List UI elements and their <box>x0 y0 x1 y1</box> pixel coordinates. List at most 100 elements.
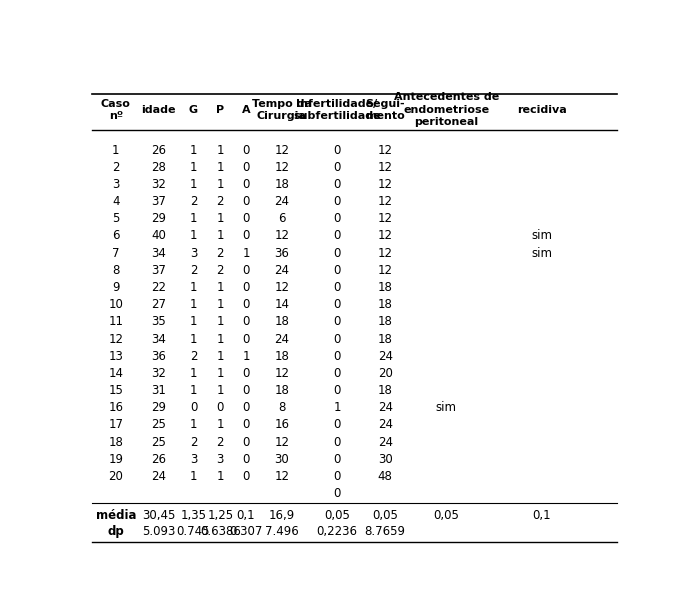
Text: 13: 13 <box>108 349 123 363</box>
Text: 18: 18 <box>378 315 392 328</box>
Text: 1: 1 <box>243 247 249 260</box>
Text: 12: 12 <box>274 470 290 483</box>
Text: 34: 34 <box>151 332 166 345</box>
Text: 2: 2 <box>216 436 224 448</box>
Text: 1: 1 <box>216 161 224 174</box>
Text: 32: 32 <box>151 178 166 191</box>
Text: 0: 0 <box>333 349 341 363</box>
Text: 36: 36 <box>274 247 290 260</box>
Text: 0: 0 <box>333 264 341 277</box>
Text: 18: 18 <box>378 332 392 345</box>
Text: 24: 24 <box>378 436 392 448</box>
Text: 16,9: 16,9 <box>269 510 295 522</box>
Text: 0: 0 <box>333 281 341 294</box>
Text: 3: 3 <box>190 247 197 260</box>
Text: 14: 14 <box>108 367 123 380</box>
Text: 28: 28 <box>151 161 166 174</box>
Text: 24: 24 <box>378 401 392 414</box>
Text: 1,25: 1,25 <box>207 510 234 522</box>
Text: 26: 26 <box>151 144 166 156</box>
Text: 0: 0 <box>333 298 341 311</box>
Text: 16: 16 <box>108 401 123 414</box>
Text: 1: 1 <box>190 419 197 431</box>
Text: 15: 15 <box>108 384 123 397</box>
Text: 1: 1 <box>216 349 224 363</box>
Text: 1: 1 <box>190 298 197 311</box>
Text: 24: 24 <box>151 470 166 483</box>
Text: 0: 0 <box>243 298 249 311</box>
Text: recidiva: recidiva <box>517 104 567 115</box>
Text: 0,1: 0,1 <box>532 510 551 522</box>
Text: 18: 18 <box>108 436 123 448</box>
Text: 12: 12 <box>274 436 290 448</box>
Text: 0: 0 <box>333 367 341 380</box>
Text: Antecedentes de
endometriose
peritoneal: Antecedentes de endometriose peritoneal <box>394 92 499 127</box>
Text: 8.7659: 8.7659 <box>365 525 406 538</box>
Text: 0: 0 <box>333 315 341 328</box>
Text: 0: 0 <box>243 195 249 208</box>
Text: 29: 29 <box>151 401 166 414</box>
Text: 18: 18 <box>378 384 392 397</box>
Text: 24: 24 <box>274 264 290 277</box>
Text: 24: 24 <box>378 349 392 363</box>
Text: 1: 1 <box>190 384 197 397</box>
Text: 4: 4 <box>112 195 120 208</box>
Text: 1: 1 <box>216 419 224 431</box>
Text: 0: 0 <box>333 436 341 448</box>
Text: 1: 1 <box>216 281 224 294</box>
Text: 2: 2 <box>112 161 120 174</box>
Text: 1: 1 <box>216 144 224 156</box>
Text: 0: 0 <box>190 401 197 414</box>
Text: 0,05: 0,05 <box>372 510 398 522</box>
Text: 0: 0 <box>243 332 249 345</box>
Text: 31: 31 <box>151 384 166 397</box>
Text: 0: 0 <box>243 436 249 448</box>
Text: 30: 30 <box>378 453 392 466</box>
Text: 34: 34 <box>151 247 166 260</box>
Text: 0: 0 <box>243 230 249 243</box>
Text: 1: 1 <box>190 212 197 225</box>
Text: 2: 2 <box>190 349 197 363</box>
Text: 0: 0 <box>243 264 249 277</box>
Text: 18: 18 <box>378 298 392 311</box>
Text: 12: 12 <box>274 281 290 294</box>
Text: Segui-
mento: Segui- mento <box>366 98 405 121</box>
Text: 9: 9 <box>112 281 120 294</box>
Text: 0: 0 <box>243 367 249 380</box>
Text: 12: 12 <box>378 247 392 260</box>
Text: 12: 12 <box>274 367 290 380</box>
Text: 1: 1 <box>216 367 224 380</box>
Text: 25: 25 <box>151 419 166 431</box>
Text: 0: 0 <box>333 161 341 174</box>
Text: 5: 5 <box>112 212 120 225</box>
Text: 2: 2 <box>190 436 197 448</box>
Text: 1: 1 <box>216 332 224 345</box>
Text: 18: 18 <box>274 384 290 397</box>
Text: 1: 1 <box>216 178 224 191</box>
Text: 1: 1 <box>190 470 197 483</box>
Text: 0: 0 <box>333 230 341 243</box>
Text: 1: 1 <box>190 144 197 156</box>
Text: 1: 1 <box>333 401 341 414</box>
Text: 27: 27 <box>151 298 166 311</box>
Text: A: A <box>242 104 250 115</box>
Text: 48: 48 <box>378 470 392 483</box>
Text: G: G <box>189 104 198 115</box>
Text: 0: 0 <box>333 470 341 483</box>
Text: 24: 24 <box>378 419 392 431</box>
Text: 0: 0 <box>243 161 249 174</box>
Text: 3: 3 <box>112 178 120 191</box>
Text: 2: 2 <box>216 264 224 277</box>
Text: 1: 1 <box>190 178 197 191</box>
Text: 0: 0 <box>243 281 249 294</box>
Text: 0: 0 <box>243 144 249 156</box>
Text: 22: 22 <box>151 281 166 294</box>
Text: 1: 1 <box>216 384 224 397</box>
Text: Caso
nº: Caso nº <box>101 98 131 121</box>
Text: 8: 8 <box>112 264 120 277</box>
Text: 0: 0 <box>243 178 249 191</box>
Text: 0.745: 0.745 <box>177 525 210 538</box>
Text: P: P <box>216 104 225 115</box>
Text: 12: 12 <box>378 195 392 208</box>
Text: 2: 2 <box>190 195 197 208</box>
